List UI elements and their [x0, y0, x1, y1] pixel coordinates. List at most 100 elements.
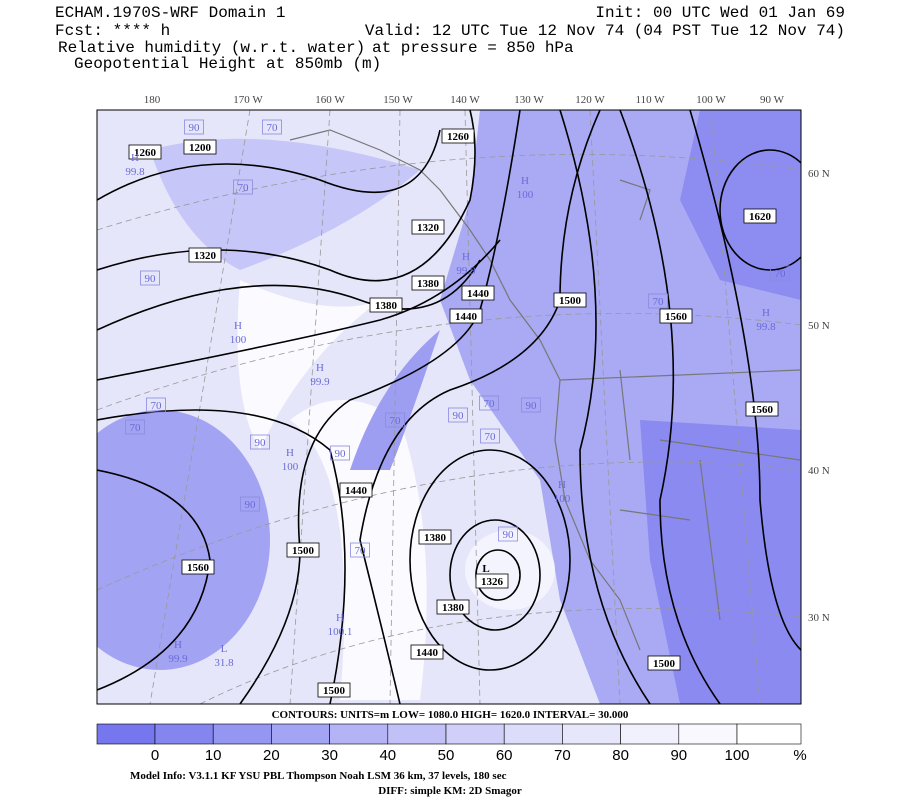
contour-label-box — [188, 247, 222, 263]
contour-label: 1380 — [417, 278, 440, 290]
colorbar-label: 10 — [205, 747, 222, 764]
humidity-label-box — [448, 407, 468, 423]
colorbar-swatch — [212, 723, 272, 745]
humidity-label-box — [648, 293, 668, 309]
extremum-value: 100 — [282, 461, 299, 473]
humidity-label: 90 — [335, 448, 347, 460]
longitude-label: 140 W — [450, 94, 480, 106]
humid-region — [640, 420, 801, 704]
contour-field-name: Geopotential Height at 850mb (m) — [74, 55, 381, 73]
humidity-label: 90 — [526, 400, 538, 412]
colorbar-label: 30 — [321, 747, 338, 764]
latitude-label: 30 N — [808, 612, 830, 624]
colorbar-label: 100 — [724, 747, 749, 764]
title: ECHAM.1970S-WRF Domain 1 — [55, 4, 285, 22]
dry-region — [465, 530, 555, 610]
contour-label: 1440 — [455, 311, 478, 323]
humidity-label-box — [184, 119, 204, 135]
longitude-label: 130 W — [514, 94, 544, 106]
colorbar-swatch — [736, 723, 802, 745]
humidity-label: 90 — [255, 437, 267, 449]
extremum-value: 31.8 — [214, 657, 234, 669]
longitude-label: 120 W — [575, 94, 605, 106]
contour-label-box — [339, 482, 373, 498]
colorbar-label: 50 — [438, 747, 455, 764]
contour-label: 1380 — [442, 602, 465, 614]
humidity-label-box — [521, 397, 541, 413]
longitude-label: 100 W — [696, 94, 726, 106]
map-frame — [96, 109, 802, 705]
coastlines — [289, 129, 801, 651]
humidity-label: 70 — [775, 268, 787, 280]
contour-label: 1440 — [467, 288, 490, 300]
contour-label: 1500 — [323, 685, 346, 697]
contour-label-box — [743, 208, 777, 224]
forecast-hour: Fcst: **** h — [55, 22, 170, 40]
contour-label-box — [128, 144, 162, 160]
humidity-label: 90 — [453, 410, 465, 422]
humidity-label-box — [262, 119, 282, 135]
low-value-box — [475, 573, 509, 589]
graticule — [97, 110, 801, 704]
height-contours — [97, 110, 801, 704]
contour-label-box — [745, 401, 779, 417]
contour-label-box — [647, 655, 681, 671]
contour-label: 1620 — [749, 211, 772, 223]
colorbar-swatch — [387, 723, 447, 745]
diff-info: DIFF: simple KM: 2D Smagor — [378, 785, 522, 797]
humidity-label: 70 — [653, 296, 665, 308]
map-field: 1260 1200 1260 1320 1320 1380 1380 1440 1440 1500… — [97, 110, 801, 704]
contour-label: 1560 — [751, 404, 774, 416]
extremum-mark: H — [286, 447, 294, 459]
contour-label-box — [418, 529, 452, 545]
init-time: Init: 00 UTC Wed 01 Jan 69 — [595, 4, 845, 22]
extremum-value: 100 — [554, 493, 571, 505]
contour-label: 1560 — [187, 562, 210, 574]
contour-label: 1200 — [189, 142, 212, 154]
contour-label: 1500 — [292, 545, 315, 557]
contour-label-box — [441, 128, 475, 144]
contour-label: 1320 — [417, 222, 440, 234]
colorbar-label: 20 — [263, 747, 280, 764]
humidity-label-box — [330, 445, 350, 461]
contour-label-box — [317, 682, 351, 698]
colorbar-label: 60 — [496, 747, 513, 764]
humidity-label-box — [498, 526, 518, 542]
colorbar-swatch — [678, 723, 738, 745]
contour-label: 1320 — [194, 250, 217, 262]
contour-label-box — [369, 297, 403, 313]
humidity-label: 90 — [245, 499, 257, 511]
humidity-label-box — [240, 496, 260, 512]
humid-region — [680, 110, 801, 300]
extremum-mark: H — [558, 479, 566, 491]
contour-label-box — [449, 308, 483, 324]
colorbar-swatch — [271, 723, 330, 745]
dry-region — [290, 400, 427, 700]
humidity-label: 70 — [238, 182, 250, 194]
extremum-value: 100 — [230, 334, 247, 346]
colorbar: 0 10 20 30 40 50 60 70 80 90 100% — [96, 723, 807, 764]
low-value: 1326 — [481, 576, 504, 588]
contour-label: 1260 — [447, 131, 470, 143]
colorbar-label: 40 — [379, 747, 396, 764]
latitude-label: 50 N — [808, 320, 830, 332]
extremum-mark: H — [316, 362, 324, 374]
pressure-level: at pressure = 850 hPa — [372, 39, 574, 57]
contour-label: 1440 — [416, 647, 439, 659]
humidity-label: 90 — [145, 273, 157, 285]
contour-label-box — [436, 599, 470, 615]
extremum-mark: H — [234, 320, 242, 332]
contour-label: 1260 — [134, 147, 157, 159]
extremum-mark: H — [174, 639, 182, 651]
humidity-label: 70 — [485, 431, 497, 443]
colorbar-swatch — [562, 723, 621, 745]
field-name: Relative humidity (w.r.t. water) — [58, 39, 365, 57]
extremum-value: 99.9 — [168, 653, 188, 665]
humidity-label: 70 — [355, 545, 367, 557]
extremum-mark: H — [131, 152, 139, 164]
colorbar-unit: % — [793, 747, 806, 764]
contour-label: 1500 — [559, 295, 582, 307]
humidity-label-box — [350, 542, 370, 558]
longitude-label: 90 W — [760, 94, 785, 106]
